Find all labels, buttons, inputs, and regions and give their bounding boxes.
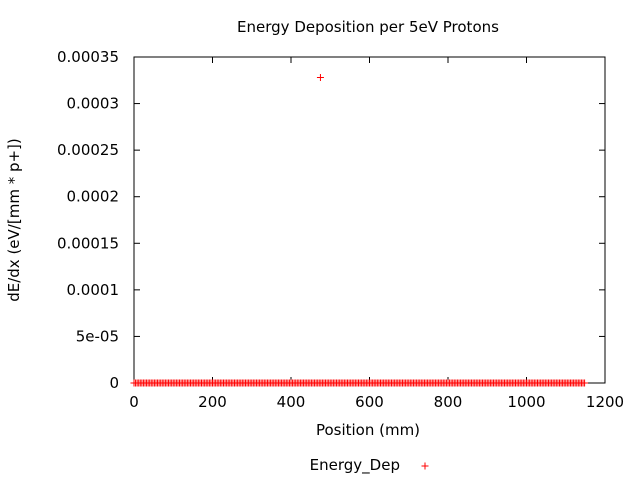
x-tick-label: 0	[129, 393, 139, 411]
legend-marker	[421, 462, 429, 470]
chart-title: Energy Deposition per 5eV Protons	[237, 18, 499, 36]
plot-frame	[133, 56, 606, 384]
data-point	[581, 379, 589, 387]
y-tick-label: 0.00025	[57, 141, 119, 159]
x-tick-label: 600	[355, 393, 384, 411]
y-tick-label: 5e-05	[76, 327, 119, 345]
legend: Energy_Dep	[310, 456, 429, 475]
data-point	[316, 73, 324, 81]
y-axis-label: dE/dx (eV/[mm * p+])	[5, 138, 23, 302]
x-tick-label: 1200	[586, 393, 624, 411]
legend-marker-plus	[421, 462, 429, 470]
y-tick-label: 0.00035	[57, 48, 119, 66]
legend-label: Energy_Dep	[310, 456, 400, 475]
y-axis: 0 5e-05 0.0001 0.00015 0.0002 0.00025 0.0003 0.…	[57, 48, 605, 392]
x-axis: 0 200 400 600 800 1000 1200	[129, 57, 624, 411]
y-tick-label: 0	[109, 374, 119, 392]
x-tick-label: 200	[198, 393, 227, 411]
y-tick-label: 0.0003	[67, 95, 120, 113]
y-tick-label: 0.0002	[67, 188, 120, 206]
y-tick-label: 0.0001	[67, 281, 120, 299]
y-tick-label: 0.00015	[57, 234, 119, 252]
x-tick-label: 800	[434, 393, 463, 411]
data-series	[130, 73, 589, 387]
x-axis-label: Position (mm)	[316, 421, 420, 439]
x-tick-label: 1000	[507, 393, 545, 411]
x-tick-label: 400	[277, 393, 306, 411]
